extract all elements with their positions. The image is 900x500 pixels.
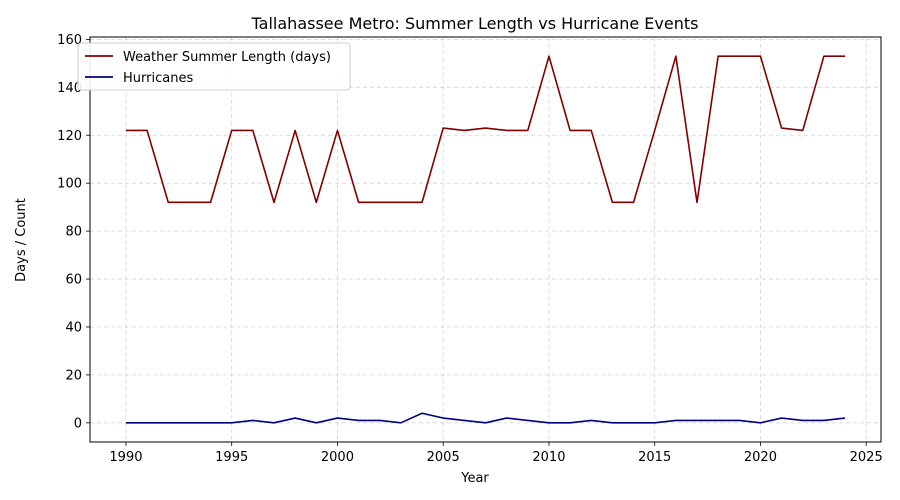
plot-frame [89, 36, 882, 443]
x-tick-label: 2025 [850, 450, 883, 465]
legend: Weather Summer Length (days) Hurricanes [77, 42, 351, 91]
series-line-hurricanes [125, 412, 846, 424]
x-tick-label: 2005 [427, 450, 460, 465]
x-tick-label: 2020 [744, 450, 777, 465]
y-tick-label: 120 [57, 129, 82, 144]
x-tick-label: 2010 [532, 450, 565, 465]
y-tick-label: 0 [74, 416, 82, 431]
y-tick-label: 160 [57, 33, 82, 48]
legend-box [77, 42, 351, 91]
legend-label-summer-length: Weather Summer Length (days) [123, 50, 331, 65]
series-line-summer-length [125, 55, 846, 204]
x-tick-label: 1990 [109, 450, 142, 465]
x-tick-label: 2000 [321, 450, 354, 465]
chart-title: Tallahassee Metro: Summer Length vs Hurr… [251, 14, 699, 33]
x-tick-label: 2015 [638, 450, 671, 465]
y-tick-label: 100 [57, 177, 82, 192]
y-tick-label: 40 [65, 320, 82, 335]
legend-label-hurricanes: Hurricanes [123, 71, 193, 86]
x-tick-label: 1995 [215, 450, 248, 465]
series-layer [125, 55, 846, 424]
y-tick-label: 20 [65, 368, 82, 383]
y-tick-label: 140 [57, 81, 82, 96]
y-axis-label: Days / Count [14, 198, 29, 282]
y-tick-label: 60 [65, 273, 82, 288]
y-axis: 0 20 40 60 80 100 120 140 160 [57, 33, 90, 431]
y-tick-label: 80 [65, 225, 82, 240]
x-axis: 1990 1995 2000 2005 2010 2015 2020 2025 [109, 442, 883, 465]
x-axis-label: Year [460, 471, 489, 486]
grid-lines [90, 37, 881, 442]
